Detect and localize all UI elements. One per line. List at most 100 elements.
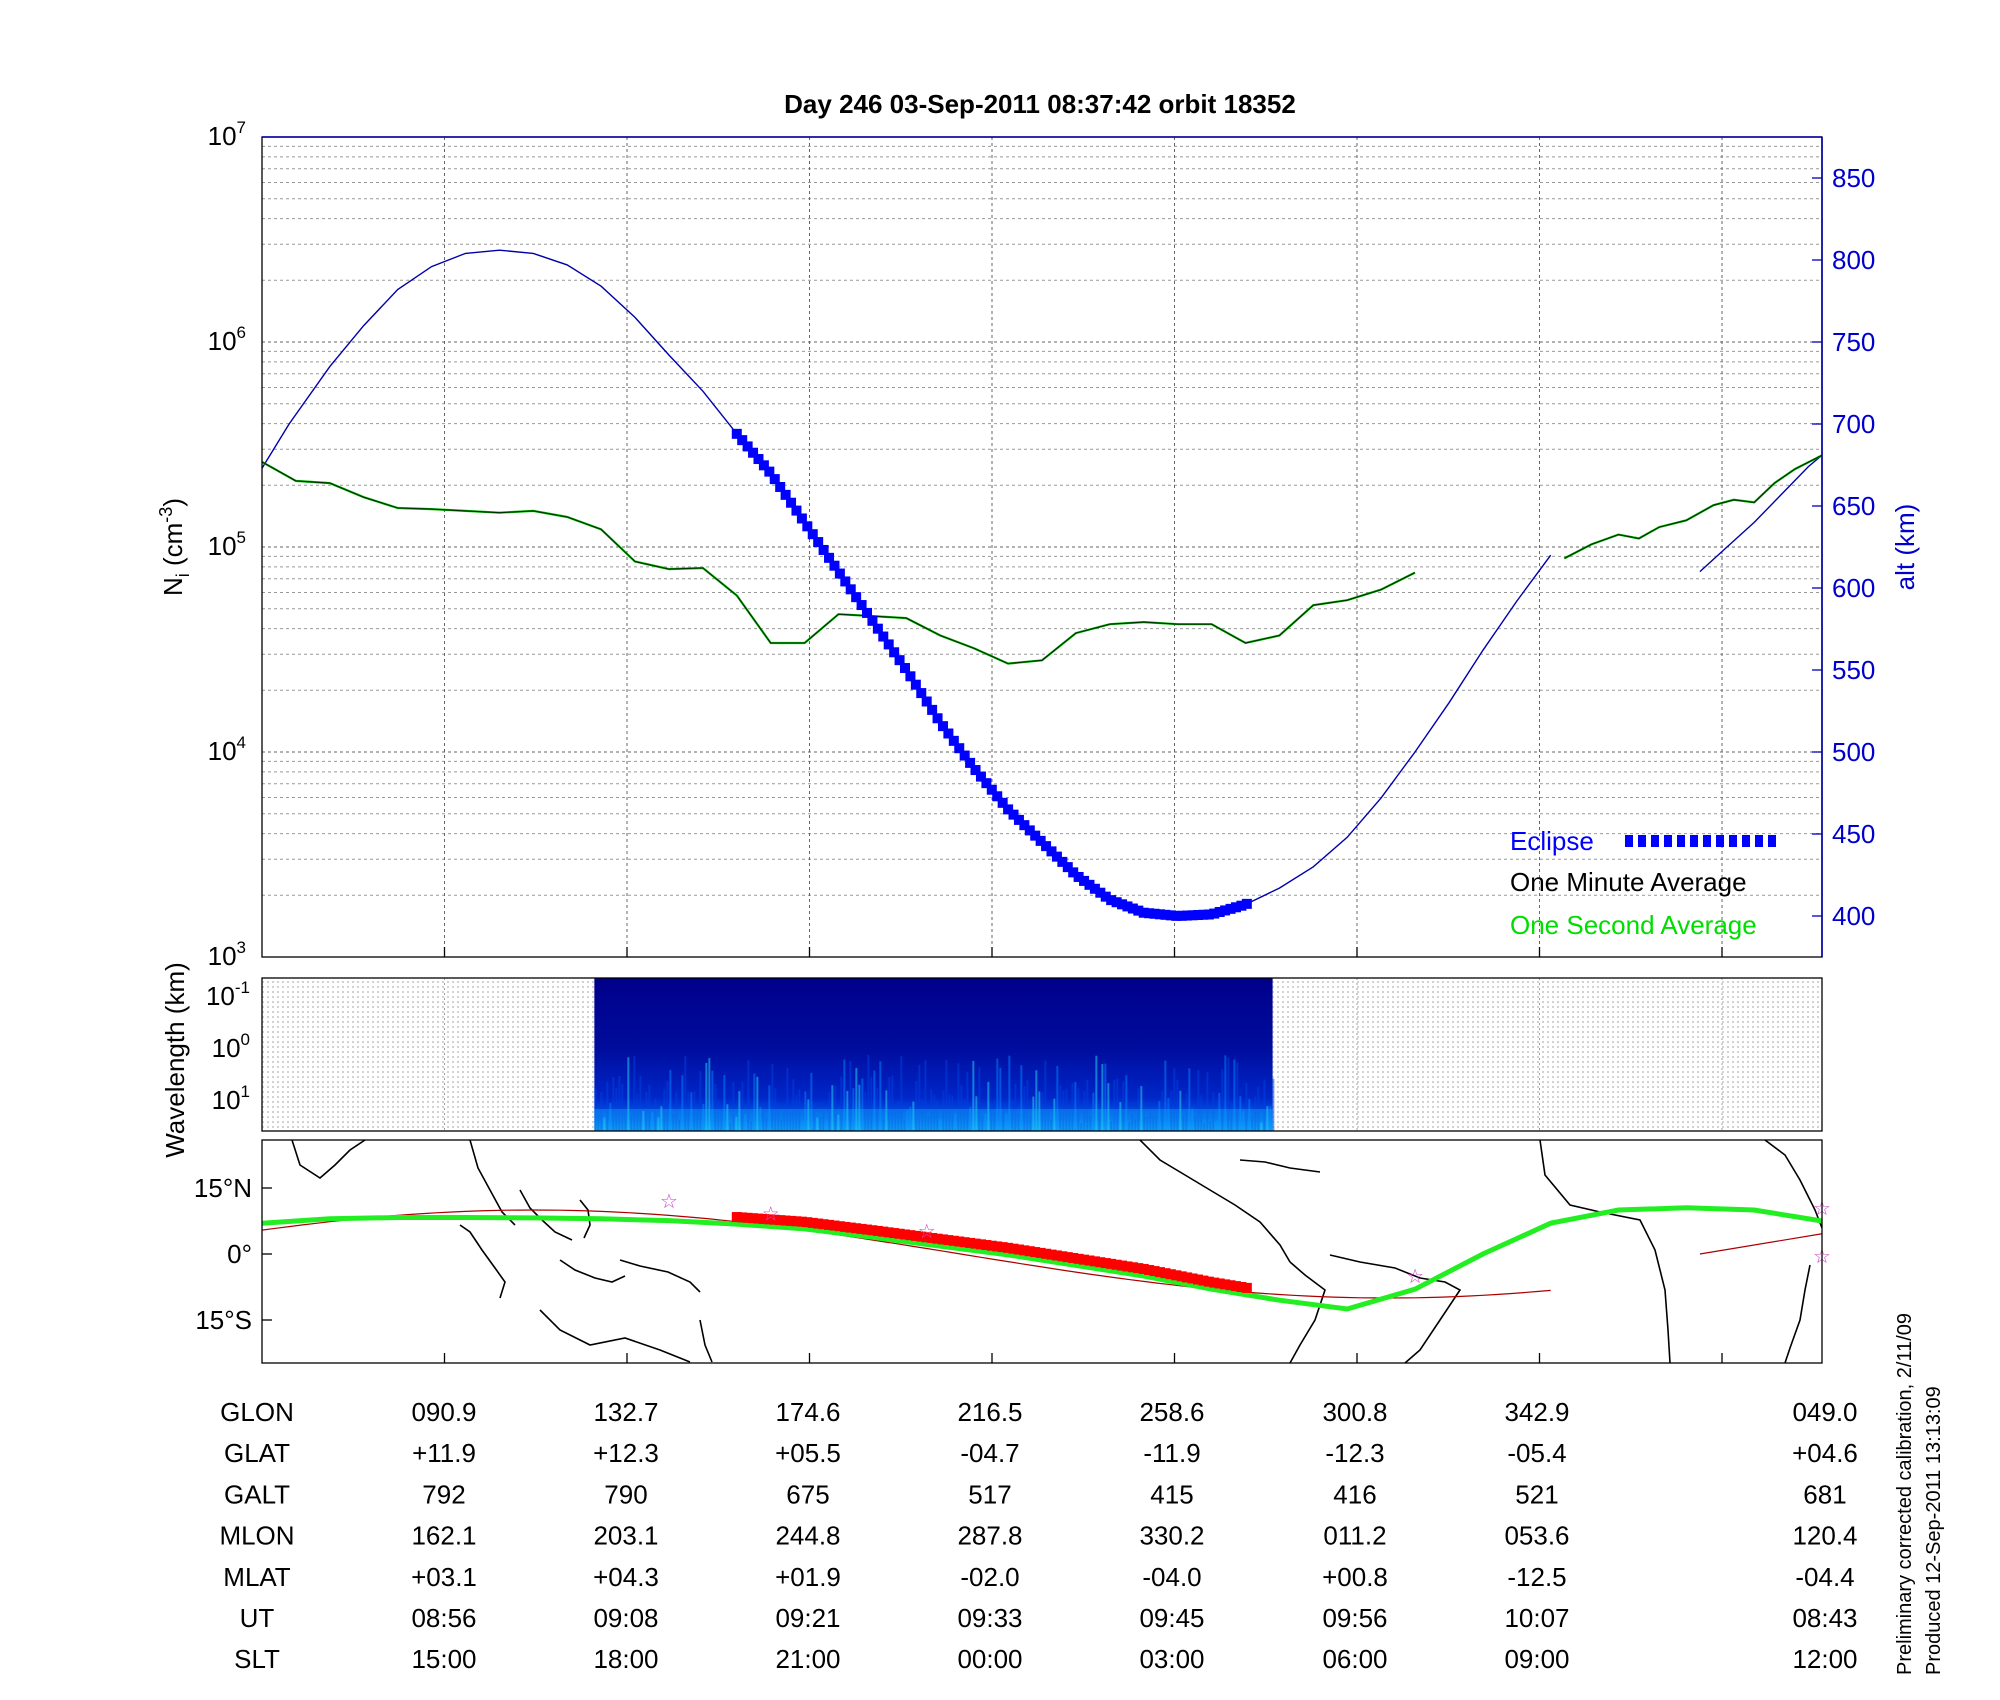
ephemeris-cell: -04.4 [1795, 1562, 1854, 1592]
map-eclipse-mark [1073, 1253, 1084, 1264]
left-tick-label: 104 [208, 733, 246, 766]
spectrogram-stripe [1242, 1111, 1245, 1131]
eclipse-mark [970, 765, 981, 776]
spectrogram-stripe [1236, 1062, 1239, 1131]
coastline-segment [1784, 1264, 1811, 1364]
spectrogram-stripe [1104, 1063, 1107, 1131]
right-tick-label: 550 [1832, 655, 1875, 685]
map-eclipse-mark [1225, 1280, 1236, 1291]
eclipse-mark [824, 552, 835, 563]
spectrogram-stripe [1140, 1086, 1143, 1131]
spectrogram-stripe [786, 1067, 789, 1131]
star-marker: ☆ [762, 1203, 780, 1225]
spectrogram-stripe [879, 1061, 882, 1131]
star-marker: ☆ [660, 1191, 678, 1213]
spectrogram-stripe [864, 1092, 867, 1131]
spectrogram-stripe [987, 1081, 990, 1131]
map-eclipse-mark [970, 1238, 981, 1249]
spectrogram-stripe [840, 1076, 843, 1131]
eclipse-mark [1073, 871, 1084, 882]
eclipse-mark [997, 797, 1008, 808]
spectrogram-stripe [1080, 1122, 1083, 1131]
orbit-curve [261, 1209, 1551, 1299]
spectrogram-stripe [708, 1058, 711, 1131]
map-eclipse-mark [1171, 1270, 1182, 1281]
spectrogram-stripe [873, 1070, 876, 1131]
eclipse-mark [731, 428, 742, 439]
eclipse-mark [1144, 908, 1155, 919]
eclipse-mark [862, 607, 873, 618]
spectrogram-stripe [921, 1098, 924, 1131]
spectrogram-stripe [684, 1056, 687, 1131]
spectrogram-stripe [630, 1114, 633, 1131]
map-eclipse-mark [992, 1241, 1003, 1252]
ephemeris-cell: 06:00 [1322, 1644, 1387, 1674]
spectrogram-stripe [729, 1122, 732, 1131]
eclipse-mark [1149, 908, 1160, 919]
ground-track-map: ☆☆☆☆☆☆ 15°N0°15°S [194, 1139, 1831, 1364]
map-eclipse-mark [1008, 1243, 1019, 1254]
spectrogram-stripe [882, 1119, 885, 1131]
eclipse-mark [753, 454, 764, 465]
map-eclipse-mark [1019, 1245, 1030, 1256]
map-eclipse-mark [1203, 1276, 1214, 1287]
spectrogram-stripe [855, 1067, 858, 1131]
spectrogram-stripe [759, 1106, 762, 1131]
map-eclipse-mark [813, 1218, 824, 1229]
spectrogram-stripe [735, 1116, 738, 1131]
spectrogram-stripe [849, 1060, 852, 1131]
spectrogram-stripe [1131, 1114, 1134, 1131]
spectrogram-stripe [1200, 1095, 1203, 1131]
ephemeris-cell: 09:33 [957, 1603, 1022, 1633]
spectrogram-stripe [654, 1098, 657, 1131]
ephemeris-cell: 18:00 [593, 1644, 658, 1674]
map-eclipse-mark [921, 1232, 932, 1243]
spectrogram-stripe [837, 1114, 840, 1131]
map-eclipse-mark [1230, 1281, 1241, 1292]
eclipse-mark [975, 771, 986, 782]
spectrogram-stripe [1263, 1079, 1266, 1131]
spectrogram-stripe [750, 1121, 753, 1131]
spectrogram-stripe [741, 1081, 744, 1131]
spectrogram-stripe [912, 1101, 915, 1131]
spectrogram-bottom-band [594, 1109, 1273, 1131]
eclipse-mark [1209, 908, 1220, 919]
spectrogram-stripe [1059, 1085, 1062, 1131]
coastline-segment [1139, 1139, 1291, 1263]
ion-density-lines [261, 454, 1823, 665]
spectrogram-stripe [1125, 1075, 1128, 1131]
map-eclipse-mark [780, 1215, 791, 1226]
spectrogram-stripe [945, 1059, 948, 1131]
eclipse-mark [959, 750, 970, 761]
eclipse-mark [1198, 909, 1209, 920]
spectrogram-stripe [1068, 1106, 1071, 1131]
eclipse-mark [1133, 905, 1144, 916]
spectrogram-stripe [1272, 1078, 1275, 1131]
spectrogram-stripe [1266, 1106, 1269, 1131]
eclipse-mark [758, 460, 769, 471]
spectrogram-stripe [711, 1070, 714, 1131]
spectrogram-stripe [1113, 1079, 1116, 1131]
one-minute-average-line [1564, 454, 1823, 559]
coastline-segment [1764, 1139, 1823, 1229]
spectrogram-stripe [804, 1091, 807, 1131]
spectrogram-stripe [1047, 1105, 1050, 1131]
ephemeris-cell: 09:00 [1504, 1644, 1569, 1674]
spectrogram-stripe [639, 1075, 642, 1131]
spectrogram-stripe [1020, 1065, 1023, 1131]
spectrogram-stripe [651, 1112, 654, 1131]
right-tick-label: 400 [1832, 901, 1875, 931]
spectrogram-stripe [942, 1091, 945, 1131]
spectrogram-stripe [891, 1075, 894, 1131]
spectrogram-stripe [678, 1119, 681, 1131]
spectrogram-stripe [636, 1093, 639, 1131]
spectrogram-stripe [870, 1077, 873, 1131]
map-eclipse-mark [1182, 1272, 1193, 1283]
map-eclipse-mark [791, 1216, 802, 1227]
spectrogram-stripe [747, 1060, 750, 1131]
map-eclipse-mark [1035, 1247, 1046, 1258]
map-eclipse-mark [1079, 1254, 1090, 1265]
spectrogram-stripe [1089, 1116, 1092, 1131]
ephemeris-cell: 12:00 [1792, 1644, 1857, 1674]
